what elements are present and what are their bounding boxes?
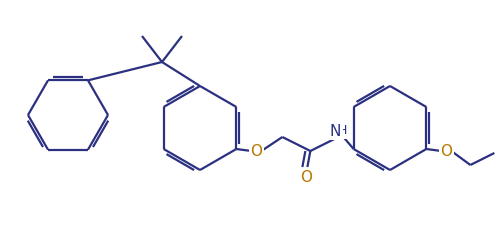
Text: N: N (329, 124, 341, 138)
Text: O: O (250, 144, 263, 158)
Text: O: O (440, 144, 452, 158)
Text: H: H (338, 124, 347, 137)
Text: O: O (300, 169, 312, 185)
